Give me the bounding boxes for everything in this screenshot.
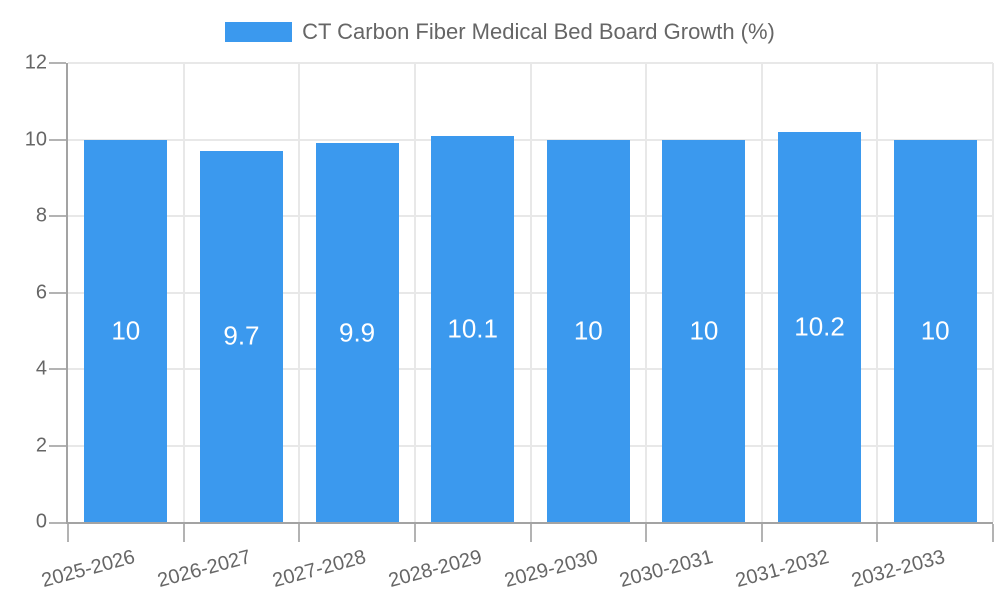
y-axis-tick-label: 4 [35, 357, 47, 380]
bar-value-label: 10 [573, 315, 603, 346]
gridline-vertical [298, 63, 301, 522]
gridline-vertical [182, 63, 185, 522]
y-tick-mark [49, 368, 66, 370]
bar[interactable] [199, 150, 283, 522]
y-tick-mark [49, 522, 66, 524]
x-axis-tick-label: 2027-2028 [270, 546, 369, 593]
x-axis-tick-label: 2025-2026 [39, 546, 138, 593]
legend-swatch [225, 22, 293, 42]
bar-value-label: 10.2 [794, 311, 845, 342]
x-tick-mark [992, 524, 994, 542]
x-axis-tick-label: 2031-2032 [733, 546, 832, 593]
gridline-vertical [876, 63, 879, 522]
x-tick-mark [876, 524, 879, 542]
y-tick-mark [49, 62, 66, 64]
bar[interactable] [315, 143, 399, 522]
x-axis-tick-label: 2028-2029 [386, 546, 485, 593]
gridline-vertical [645, 63, 648, 522]
y-tick-mark [49, 291, 66, 294]
bar-value-label: 10 [111, 315, 141, 346]
x-axis-tick-label: 2029-2030 [501, 546, 601, 593]
x-tick-mark [645, 524, 648, 542]
x-tick-mark [298, 524, 301, 542]
bar[interactable] [546, 139, 630, 522]
y-axis-tick-label: 2 [35, 434, 47, 456]
y-tick-mark [49, 444, 66, 447]
y-axis-line [66, 63, 68, 522]
y-axis-tick-label: 10 [24, 128, 47, 150]
gridline-vertical [992, 63, 994, 522]
x-tick-mark [182, 524, 185, 542]
y-axis-tick-label: 8 [35, 204, 47, 227]
y-axis-tick-label: 12 [24, 51, 47, 74]
x-tick-mark [760, 524, 763, 542]
bar-value-label: 9.9 [338, 317, 376, 348]
bar-value-label: 9.7 [223, 320, 260, 351]
bar-value-label: 10 [920, 315, 950, 346]
legend-label: CT Carbon Fiber Medical Bed Board Growth… [302, 19, 775, 44]
bar[interactable] [84, 139, 168, 522]
y-tick-mark [49, 138, 66, 141]
bar-value-label: 10.1 [447, 313, 498, 344]
bar[interactable] [778, 131, 862, 522]
x-axis-tick-label: 2026-2027 [155, 546, 254, 593]
x-axis-tick-label: 2032-2033 [848, 546, 947, 593]
gridline-vertical [413, 63, 416, 522]
gridline-vertical [529, 63, 532, 522]
bar[interactable] [893, 139, 977, 522]
x-axis-tick-label: 2030-2031 [617, 546, 716, 593]
x-tick-mark [529, 524, 532, 542]
y-axis-tick-label: 6 [35, 281, 47, 303]
bar[interactable] [431, 135, 515, 522]
legend[interactable]: CT Carbon Fiber Medical Bed Board Growth… [0, 21, 1000, 43]
y-axis-tick-label: 0 [35, 510, 47, 533]
x-axis-line [66, 522, 993, 524]
bar-value-label: 10 [689, 315, 719, 346]
y-tick-mark [49, 215, 66, 217]
x-tick-mark [67, 524, 69, 542]
x-tick-mark [413, 524, 416, 542]
gridline-vertical [760, 63, 763, 522]
bar[interactable] [662, 139, 746, 522]
